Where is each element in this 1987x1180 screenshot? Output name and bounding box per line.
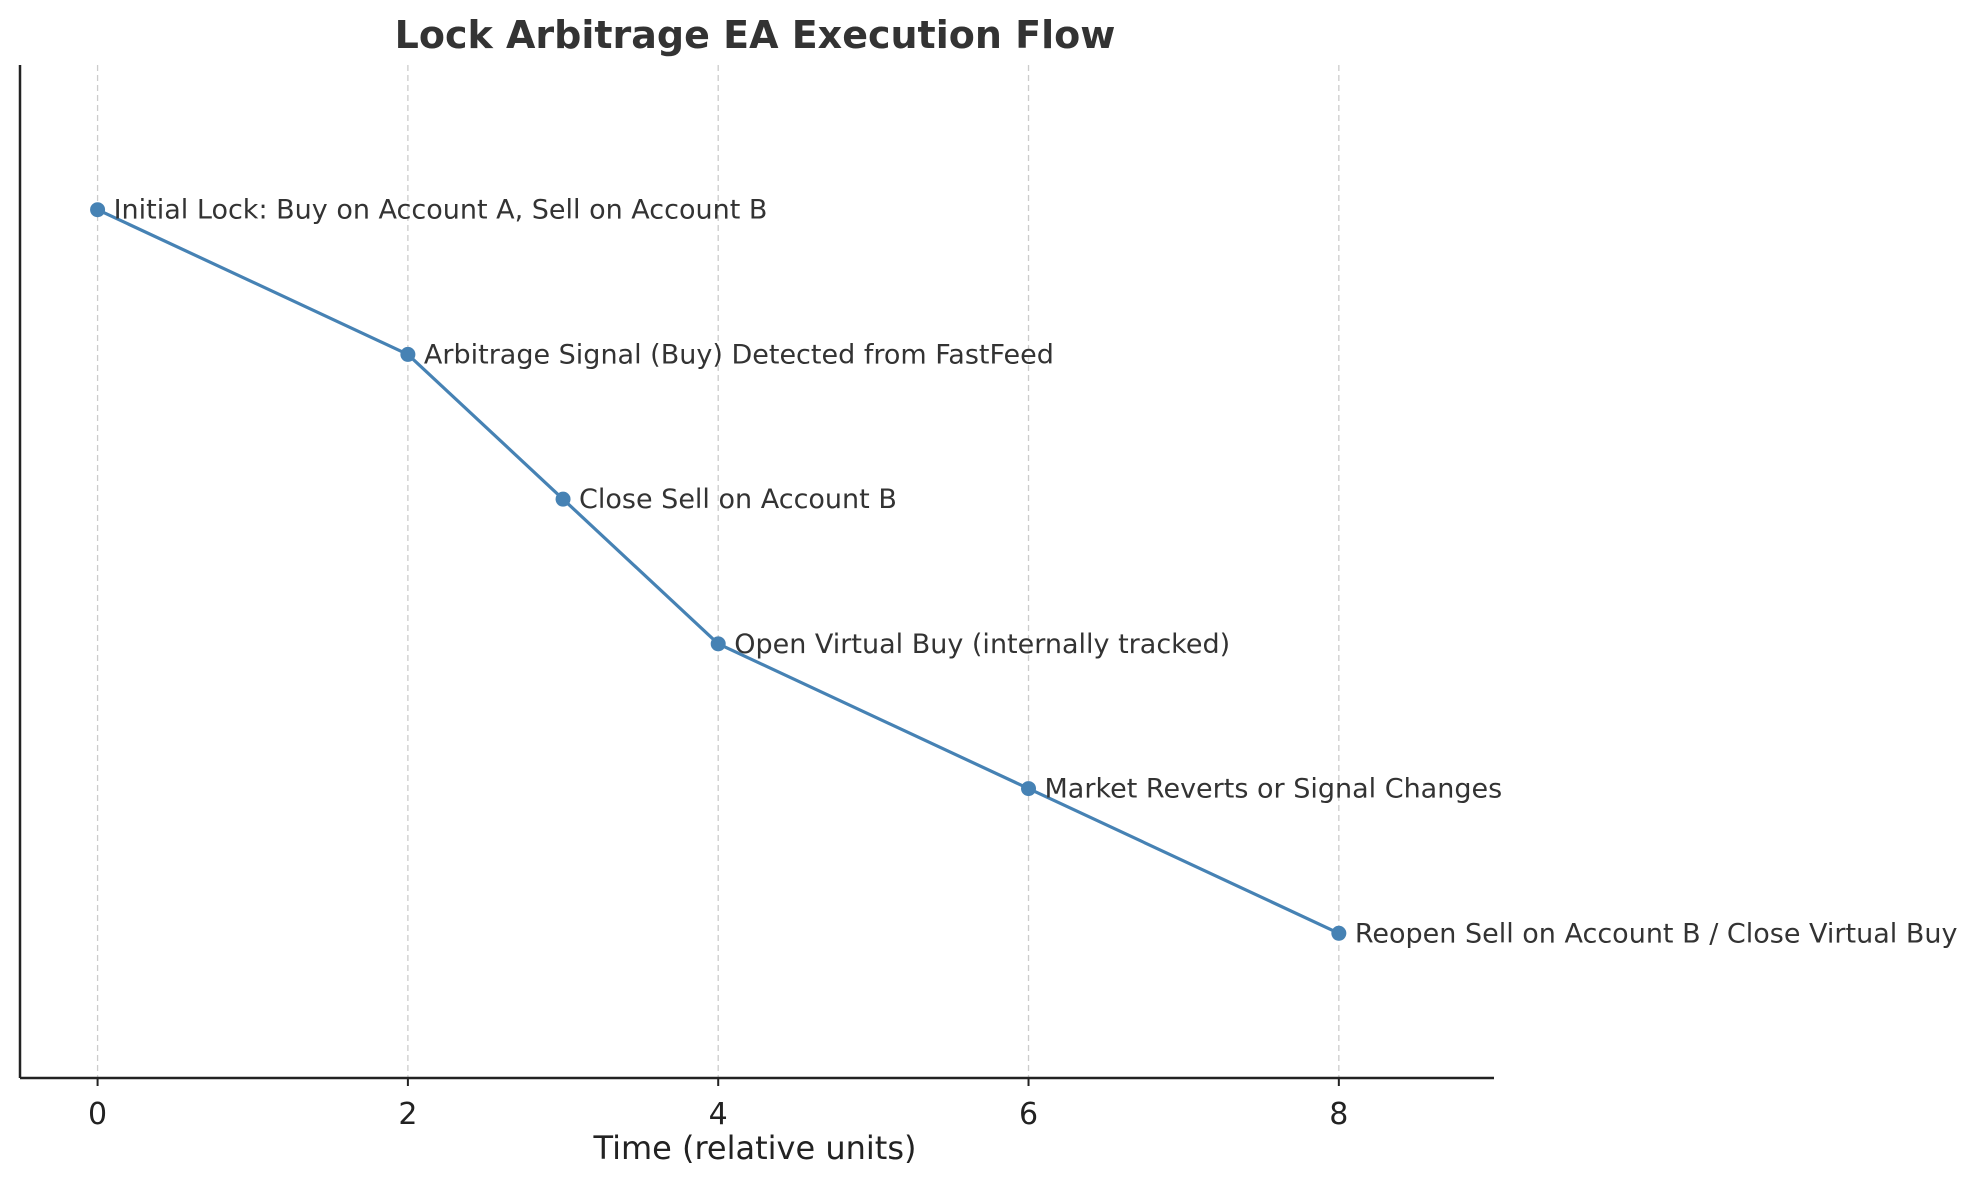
annotation-label: Close Sell on Account B <box>579 484 897 515</box>
annotation-label: Initial Lock: Buy on Account A, Sell on … <box>114 195 768 226</box>
annotation-label: Reopen Sell on Account B / Close Virtual… <box>1355 918 1958 949</box>
x-axis-label: Time (relative units) <box>593 1129 917 1167</box>
annotation-label: Open Virtual Buy (internally tracked) <box>734 629 1230 660</box>
series-line <box>96 208 1340 935</box>
data-point-3 <box>710 636 726 652</box>
data-point-0 <box>90 202 106 218</box>
x-tick-label: 4 <box>709 1097 728 1132</box>
annotations: Initial Lock: Buy on Account A, Sell on … <box>114 195 1958 950</box>
x-tick-label: 2 <box>398 1097 417 1132</box>
data-point-2 <box>555 491 571 507</box>
annotation-label: Arbitrage Signal (Buy) Detected from Fas… <box>424 339 1054 370</box>
x-tick-label: 8 <box>1329 1097 1348 1132</box>
x-ticks: 0 2 4 6 8 <box>88 1078 1348 1132</box>
x-tick-label: 0 <box>88 1097 107 1132</box>
data-point-5 <box>1331 925 1347 941</box>
chart-title: Lock Arbitrage EA Execution Flow <box>395 13 1116 57</box>
x-tick-label: 6 <box>1019 1097 1038 1132</box>
grid <box>96 65 1340 1078</box>
data-point-4 <box>1021 781 1037 797</box>
annotation-label: Market Reverts or Signal Changes <box>1045 774 1503 805</box>
series <box>90 202 1347 941</box>
data-point-1 <box>400 346 416 362</box>
